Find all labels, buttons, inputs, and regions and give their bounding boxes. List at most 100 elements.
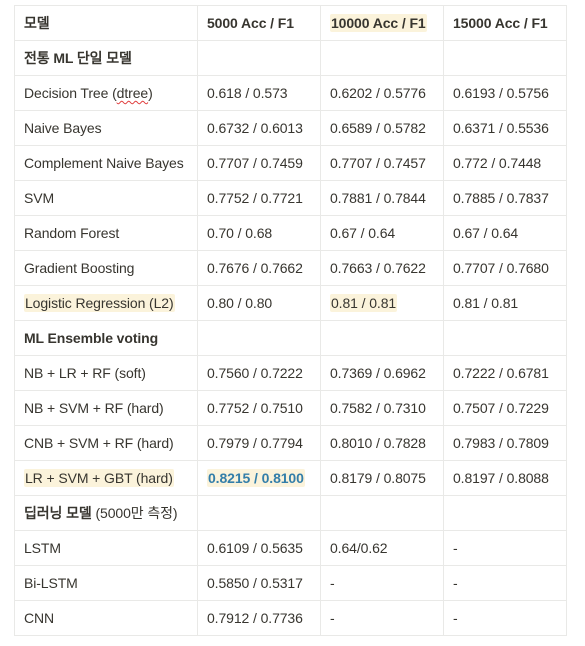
table-cell[interactable]: [320, 495, 444, 531]
table-row: Random Forest 0.70 / 0.68 0.67 / 0.64 0.…: [14, 215, 567, 251]
score-cell-5000[interactable]: 0.618 / 0.573: [197, 75, 321, 111]
score-cell-5000[interactable]: 0.7676 / 0.7662: [197, 250, 321, 286]
score-cell-10000[interactable]: 0.7663 / 0.7622: [320, 250, 444, 286]
table-row: CNN 0.7912 / 0.7736 - -: [14, 600, 567, 636]
table-cell[interactable]: [443, 40, 567, 76]
model-name-cell[interactable]: SVM: [14, 180, 198, 216]
table-cell[interactable]: [320, 40, 444, 76]
table-cell[interactable]: [197, 495, 321, 531]
score-cell-10000[interactable]: 0.7707 / 0.7457: [320, 145, 444, 181]
highlighted-score: 0.81 / 0.81: [330, 294, 398, 312]
score-cell-5000[interactable]: 0.5850 / 0.5317: [197, 565, 321, 601]
section-label-ensemble[interactable]: ML Ensemble voting: [14, 320, 198, 356]
score-cell-10000[interactable]: 0.64/0.62: [320, 530, 444, 566]
score-cell-15000[interactable]: 0.7507 / 0.7229: [443, 390, 567, 426]
section-label-deep-title: 딥러닝 모델: [24, 505, 92, 521]
score-cell-5000[interactable]: 0.7912 / 0.7736: [197, 600, 321, 636]
model-name-cell[interactable]: NB + SVM + RF (hard): [14, 390, 198, 426]
header-5000[interactable]: 5000 Acc / F1: [197, 5, 321, 41]
table-row: LR + SVM + GBT (hard) 0.8215 / 0.8100 0.…: [14, 460, 567, 496]
score-cell-15000[interactable]: 0.6371 / 0.5536: [443, 110, 567, 146]
score-cell-10000[interactable]: 0.67 / 0.64: [320, 215, 444, 251]
section-label-deep[interactable]: 딥러닝 모델 (5000만 측정): [14, 495, 198, 531]
table-cell[interactable]: [443, 495, 567, 531]
score-cell-15000[interactable]: 0.7885 / 0.7837: [443, 180, 567, 216]
score-cell-10000[interactable]: 0.7369 / 0.6962: [320, 355, 444, 391]
table-cell[interactable]: [197, 320, 321, 356]
score-cell-5000[interactable]: 0.6732 / 0.6013: [197, 110, 321, 146]
score-cell-15000[interactable]: 0.6193 / 0.5756: [443, 75, 567, 111]
score-cell-10000[interactable]: 0.81 / 0.81: [320, 285, 444, 321]
header-10000[interactable]: 10000 Acc / F1: [320, 5, 444, 41]
score-cell-15000[interactable]: 0.81 / 0.81: [443, 285, 567, 321]
table-row: Bi-LSTM 0.5850 / 0.5317 - -: [14, 565, 567, 601]
header-15000[interactable]: 15000 Acc / F1: [443, 5, 567, 41]
score-cell-15000[interactable]: 0.8197 / 0.8088: [443, 460, 567, 496]
score-cell-10000[interactable]: 0.7582 / 0.7310: [320, 390, 444, 426]
score-cell-5000[interactable]: 0.7752 / 0.7510: [197, 390, 321, 426]
score-cell-5000[interactable]: 0.6109 / 0.5635: [197, 530, 321, 566]
highlighted-model-name: LR + SVM + GBT (hard): [24, 469, 174, 487]
score-cell-10000[interactable]: 0.8010 / 0.7828: [320, 425, 444, 461]
model-name-cell[interactable]: LR + SVM + GBT (hard): [14, 460, 198, 496]
table-row: Naive Bayes 0.6732 / 0.6013 0.6589 / 0.5…: [14, 110, 567, 146]
section-row-deep: 딥러닝 모델 (5000만 측정): [14, 495, 567, 531]
table-row: NB + LR + RF (soft) 0.7560 / 0.7222 0.73…: [14, 355, 567, 391]
model-name-cell[interactable]: Naive Bayes: [14, 110, 198, 146]
section-label-traditional[interactable]: 전통 ML 단일 모델: [14, 40, 198, 76]
model-name-cell[interactable]: CNB + SVM + RF (hard): [14, 425, 198, 461]
results-table: 모델 5000 Acc / F1 10000 Acc / F1 15000 Ac…: [14, 5, 567, 636]
score-cell-5000[interactable]: 0.7752 / 0.7721: [197, 180, 321, 216]
table-row: LSTM 0.6109 / 0.5635 0.64/0.62 -: [14, 530, 567, 566]
table-cell[interactable]: [443, 320, 567, 356]
table-row: Gradient Boosting 0.7676 / 0.7662 0.7663…: [14, 250, 567, 286]
header-model[interactable]: 모델: [14, 5, 198, 41]
score-cell-15000[interactable]: 0.7222 / 0.6781: [443, 355, 567, 391]
score-cell-15000[interactable]: 0.7983 / 0.7809: [443, 425, 567, 461]
score-cell-15000[interactable]: 0.772 / 0.7448: [443, 145, 567, 181]
model-name-cell[interactable]: Complement Naive Bayes: [14, 145, 198, 181]
score-cell-5000[interactable]: 0.70 / 0.68: [197, 215, 321, 251]
section-row-ensemble: ML Ensemble voting: [14, 320, 567, 356]
score-cell-5000[interactable]: 0.80 / 0.80: [197, 285, 321, 321]
header-row: 모델 5000 Acc / F1 10000 Acc / F1 15000 Ac…: [14, 5, 567, 41]
score-cell-15000[interactable]: 0.67 / 0.64: [443, 215, 567, 251]
section-row-traditional: 전통 ML 단일 모델: [14, 40, 567, 76]
score-cell-10000[interactable]: 0.6202 / 0.5776: [320, 75, 444, 111]
table-row: Complement Naive Bayes 0.7707 / 0.7459 0…: [14, 145, 567, 181]
table-cell[interactable]: [197, 40, 321, 76]
table-row: CNB + SVM + RF (hard) 0.7979 / 0.7794 0.…: [14, 425, 567, 461]
score-cell-15000[interactable]: -: [443, 565, 567, 601]
score-cell-10000[interactable]: -: [320, 565, 444, 601]
highlighted-model-name: Logistic Regression (L2): [24, 294, 175, 312]
table-row: Logistic Regression (L2) 0.80 / 0.80 0.8…: [14, 285, 567, 321]
score-cell-15000[interactable]: -: [443, 600, 567, 636]
score-cell-5000[interactable]: 0.7707 / 0.7459: [197, 145, 321, 181]
score-cell-10000[interactable]: 0.6589 / 0.5782: [320, 110, 444, 146]
score-cell-5000[interactable]: 0.8215 / 0.8100: [197, 460, 321, 496]
best-score: 0.8215 / 0.8100: [207, 469, 305, 487]
dtree-suffix: ): [148, 85, 153, 101]
model-name-cell[interactable]: LSTM: [14, 530, 198, 566]
dtree-prefix: Decision Tree (: [24, 85, 117, 101]
model-name-cell[interactable]: Bi-LSTM: [14, 565, 198, 601]
model-name-cell[interactable]: Decision Tree (dtree): [14, 75, 198, 111]
section-label-deep-note: (5000만 측정): [91, 505, 178, 521]
score-cell-5000[interactable]: 0.7560 / 0.7222: [197, 355, 321, 391]
score-cell-5000[interactable]: 0.7979 / 0.7794: [197, 425, 321, 461]
table-row: Decision Tree (dtree) 0.618 / 0.573 0.62…: [14, 75, 567, 111]
score-cell-10000[interactable]: -: [320, 600, 444, 636]
score-cell-10000[interactable]: 0.8179 / 0.8075: [320, 460, 444, 496]
score-cell-15000[interactable]: 0.7707 / 0.7680: [443, 250, 567, 286]
model-name-cell[interactable]: Logistic Regression (L2): [14, 285, 198, 321]
header-10000-label: 10000 Acc / F1: [330, 14, 427, 32]
model-name-cell[interactable]: CNN: [14, 600, 198, 636]
model-name-cell[interactable]: Gradient Boosting: [14, 250, 198, 286]
dtree-abbr: dtree: [116, 85, 149, 101]
table-row: SVM 0.7752 / 0.7721 0.7881 / 0.7844 0.78…: [14, 180, 567, 216]
table-cell[interactable]: [320, 320, 444, 356]
model-name-cell[interactable]: NB + LR + RF (soft): [14, 355, 198, 391]
score-cell-10000[interactable]: 0.7881 / 0.7844: [320, 180, 444, 216]
model-name-cell[interactable]: Random Forest: [14, 215, 198, 251]
score-cell-15000[interactable]: -: [443, 530, 567, 566]
